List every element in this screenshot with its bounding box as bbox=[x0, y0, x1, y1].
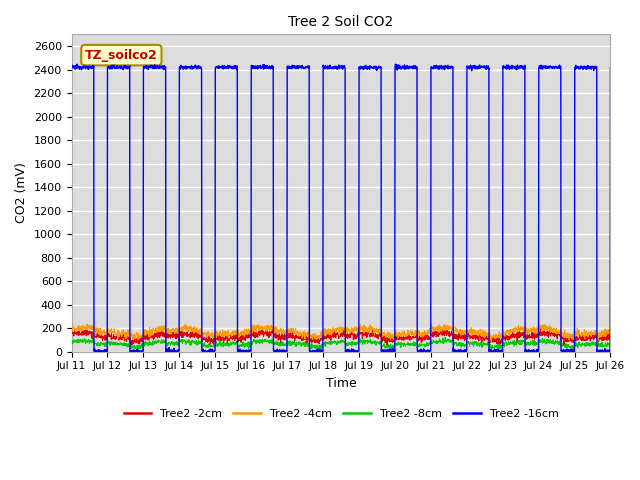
Y-axis label: CO2 (mV): CO2 (mV) bbox=[15, 163, 28, 223]
Text: TZ_soilco2: TZ_soilco2 bbox=[85, 48, 157, 61]
Legend: Tree2 -2cm, Tree2 -4cm, Tree2 -8cm, Tree2 -16cm: Tree2 -2cm, Tree2 -4cm, Tree2 -8cm, Tree… bbox=[119, 405, 563, 423]
X-axis label: Time: Time bbox=[326, 377, 356, 390]
Title: Tree 2 Soil CO2: Tree 2 Soil CO2 bbox=[289, 15, 394, 29]
